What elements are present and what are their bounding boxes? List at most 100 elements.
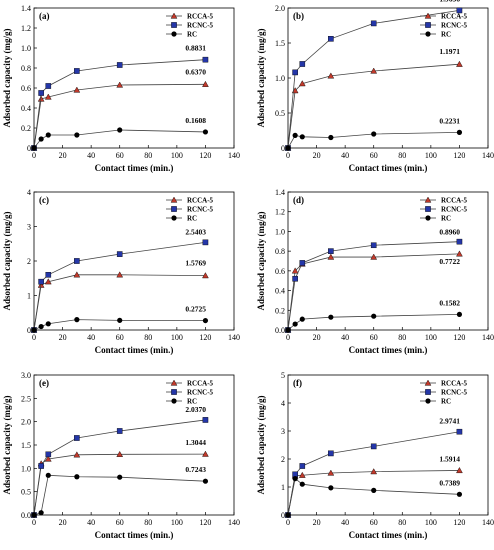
y-tick-label: 1.5: [275, 39, 285, 48]
chart-panel-f: 0 20 40 60 80 100 120 140 0 1 2 3 4 5 Contact times (m…: [256, 371, 494, 540]
data-label-rc: 0.2725: [185, 305, 206, 314]
y-tick-label: 0.0: [275, 326, 285, 335]
y-tick-label: 1.0: [21, 44, 31, 53]
data-point-rcca-5: [37, 95, 45, 102]
data-point-rcca-5: [370, 67, 378, 74]
y-tick-label: 0.6: [21, 84, 31, 93]
x-tick-label: 20: [59, 333, 67, 342]
chart-panel-c: 0 20 40 60 80 100 120 140 0 1 2 3 4 Contact times (mi…: [2, 188, 240, 355]
legend-label-rcnc-5: RCNC-5: [441, 389, 468, 397]
y-tick-label: 0.6: [275, 267, 285, 276]
legend-label-rcnc-5: RCNC-5: [441, 22, 468, 30]
data-point-rc: [31, 145, 37, 151]
x-tick-label: 0: [286, 333, 290, 342]
x-axis-label: Contact times (min.): [95, 163, 174, 173]
data-point-rcca-5: [327, 469, 335, 476]
data-point-rcnc-5: [38, 463, 44, 469]
data-point-rc: [45, 132, 51, 138]
data-label-rcnc-5: 2.5403: [185, 227, 206, 236]
y-tick-label: 1.4: [275, 188, 285, 197]
series-line-rcca-5: [287, 63, 460, 149]
data-point-rcnc-5: [328, 36, 334, 42]
legend-marker-rc: [425, 31, 431, 37]
panel-label: (e): [39, 378, 49, 388]
data-point-rcnc-5: [74, 68, 80, 74]
x-tick-label: 60: [370, 518, 378, 527]
x-tick-label: 100: [425, 518, 437, 527]
data-point-rc: [285, 512, 291, 518]
data-point-rcca-5: [202, 450, 209, 457]
data-point-rc: [456, 491, 463, 497]
data-point-rc: [31, 327, 37, 333]
y-tick-label: 0.8: [21, 64, 31, 73]
y-tick-label: 0.5: [275, 109, 285, 118]
legend-marker-rc: [425, 215, 431, 221]
data-point-rcca-5: [73, 86, 81, 93]
legend-marker-rc: [171, 398, 177, 404]
series-line-rcca-5: [33, 83, 206, 149]
data-label-rcca-5: 1.1971: [439, 47, 460, 56]
data-point-rcca-5: [44, 455, 52, 462]
y-axis-label: Adsorbed capacity (mg/g): [2, 396, 12, 495]
chart-panel-e: 0 20 40 60 80 100 120 140 0.0 0.5 1.0 1.5 2.0 2.5 3.0 C…: [2, 371, 240, 540]
data-point-rc: [285, 145, 291, 151]
series-line-rcca-5: [33, 453, 206, 516]
data-point-rcca-5: [116, 81, 124, 88]
y-tick-label: 0.4: [21, 104, 31, 113]
y-tick-label: 2.5: [21, 394, 31, 403]
chart-panel-b: 0 20 40 60 80 100 120 140 0 0.5 1.0 1.5 2.0 Contact t…: [256, 0, 494, 173]
x-tick-label: 40: [341, 151, 349, 160]
x-tick-label: 80: [398, 518, 406, 527]
legend-marker-rcnc-5: [171, 389, 177, 395]
legend-marker-rc: [425, 398, 431, 404]
data-point-rcca-5: [456, 60, 463, 67]
data-label-rcnc-5: 2.9741: [439, 417, 460, 426]
x-tick-label: 60: [116, 333, 124, 342]
y-tick-label: 1.0: [275, 74, 285, 83]
x-tick-label: 60: [116, 151, 124, 160]
chart-panel-d: 0 20 40 60 80 100 120 140 0.0 0.2 0.4 0.6 0.8 1.0 1.2 1…: [256, 188, 494, 355]
legend-marker-rc: [171, 215, 177, 221]
x-tick-label: 60: [370, 333, 378, 342]
x-axis-label: Contact times (min.): [349, 530, 428, 540]
data-point-rcnc-5: [202, 417, 209, 423]
legend-marker-rcnc-5: [425, 206, 431, 212]
data-point-rc: [202, 478, 209, 484]
y-tick-label: 2: [281, 455, 285, 464]
data-point-rcca-5: [456, 467, 463, 474]
data-point-rcnc-5: [45, 272, 52, 278]
data-point-rcnc-5: [116, 62, 123, 68]
y-axis-label: Adsorbed capacity (mg/g): [256, 396, 266, 495]
data-point-rcnc-5: [45, 83, 52, 89]
data-point-rcnc-5: [328, 450, 334, 457]
data-point-rcnc-5: [202, 239, 209, 246]
series-line-rc: [33, 474, 206, 516]
data-point-rc: [202, 129, 209, 135]
data-point-rcca-5: [327, 72, 335, 79]
plot-frame: [287, 191, 489, 331]
data-point-rcca-5: [456, 250, 463, 257]
data-point-rcnc-5: [74, 258, 80, 264]
plot-frame: [33, 7, 235, 149]
series-line-rcca-5: [33, 274, 206, 331]
x-tick-label: 40: [87, 151, 95, 160]
x-tick-label: 100: [171, 518, 183, 527]
data-point-rcnc-5: [292, 275, 298, 282]
legend-label-rcca-5: RCCA-5: [441, 197, 468, 205]
data-point-rcnc-5: [292, 69, 298, 76]
legend-label-rc: RC: [187, 215, 197, 223]
data-point-rcnc-5: [38, 278, 44, 285]
y-tick-label: 4: [27, 188, 31, 197]
data-label-rc: 0.7389: [439, 478, 460, 487]
x-tick-label: 20: [59, 518, 67, 527]
y-tick-label: 0.0: [21, 511, 31, 520]
y-tick-label: 2.0: [275, 4, 285, 13]
data-label-rc: 0.1608: [185, 116, 206, 125]
data-point-rc: [371, 131, 377, 137]
y-axis-label: Adsorbed capacity (mg/g): [256, 212, 266, 311]
data-point-rcnc-5: [45, 451, 52, 458]
legend-label-rcca-5: RCCA-5: [441, 13, 468, 21]
data-point-rc: [45, 472, 51, 478]
legend-label-rc: RC: [441, 398, 451, 406]
